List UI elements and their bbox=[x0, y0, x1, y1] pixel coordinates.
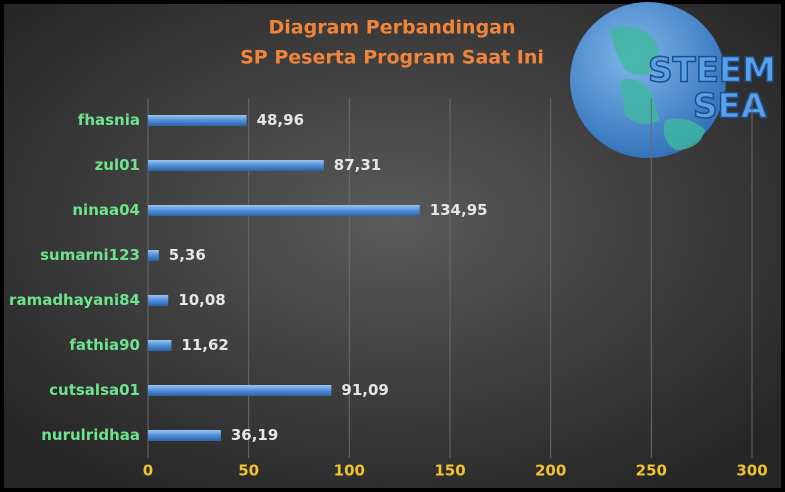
y-tick-label: ninaa04 bbox=[72, 201, 140, 219]
bar bbox=[148, 115, 247, 126]
globe bbox=[570, 2, 726, 158]
x-tick-label: 300 bbox=[736, 462, 767, 480]
data-label: 87,31 bbox=[334, 156, 381, 174]
y-tick-label: zul01 bbox=[95, 156, 140, 174]
data-label: 91,09 bbox=[341, 381, 388, 399]
y-tick-label: fhasnia bbox=[78, 111, 140, 129]
bar bbox=[148, 385, 332, 396]
y-tick-label: ramadhayani84 bbox=[9, 291, 140, 309]
chart-title: Diagram Perbandingan bbox=[268, 17, 515, 39]
data-label: 11,62 bbox=[181, 336, 228, 354]
y-tick-label: cutsalsa01 bbox=[49, 381, 140, 399]
logo-text: STEEM bbox=[648, 51, 776, 91]
data-label: 36,19 bbox=[231, 426, 278, 444]
x-tick-label: 150 bbox=[434, 462, 465, 480]
data-label: 48,96 bbox=[257, 111, 304, 129]
bar bbox=[148, 295, 169, 306]
logo-text: SEA bbox=[693, 87, 768, 127]
bar bbox=[148, 250, 159, 261]
x-tick-label: 50 bbox=[238, 462, 259, 480]
x-tick-label: 100 bbox=[334, 462, 365, 480]
data-label: 10,08 bbox=[178, 291, 225, 309]
data-label: 134,95 bbox=[430, 201, 488, 219]
y-tick-label: fathia90 bbox=[69, 336, 140, 354]
bar bbox=[148, 205, 420, 216]
land bbox=[610, 26, 705, 150]
x-tick-label: 200 bbox=[535, 462, 566, 480]
y-tick-label: sumarni123 bbox=[40, 246, 140, 264]
x-tick-label: 250 bbox=[636, 462, 667, 480]
bar bbox=[148, 160, 324, 171]
logo: STEEM SEA bbox=[570, 2, 777, 158]
x-tick-label: 0 bbox=[143, 462, 153, 480]
chart-subtitle: SP Peserta Program Saat Ini bbox=[240, 47, 544, 69]
bar bbox=[148, 340, 172, 351]
data-label: 5,36 bbox=[169, 246, 206, 264]
y-tick-label: nurulridhaa bbox=[41, 426, 140, 444]
bar bbox=[148, 430, 221, 441]
